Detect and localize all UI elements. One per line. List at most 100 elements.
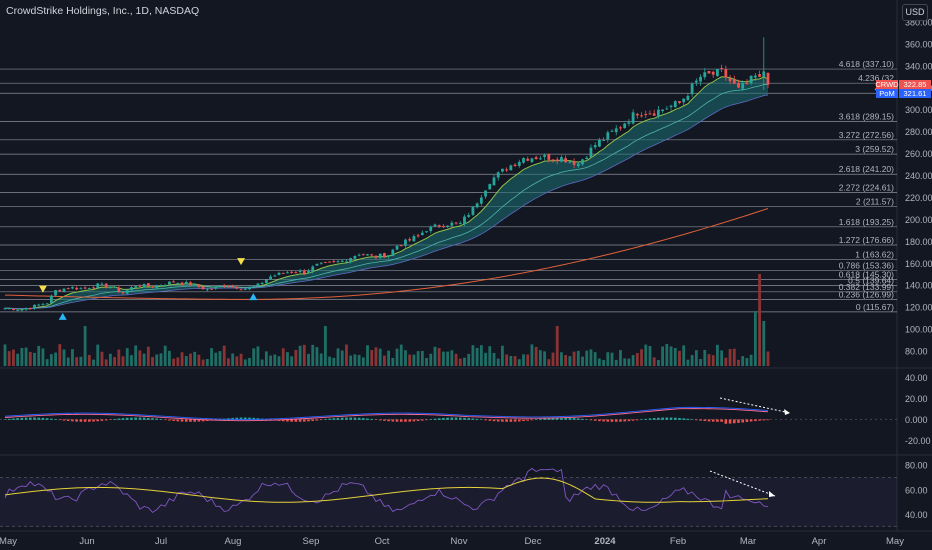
volume-bar [298,345,302,366]
volume-bar [108,353,112,366]
currency-button[interactable]: USD [902,4,928,21]
price-tick-label: 360.00 [905,39,932,49]
macd-signal-line [4,408,769,422]
volume-bar [176,357,180,366]
macd-histogram-bar [623,419,626,422]
volume-bar [235,356,239,366]
macd-histogram-bar [442,417,445,420]
volume-bar [290,356,294,366]
volume-bar [505,354,509,366]
volume-bar [488,346,492,366]
macd-histogram-bar [572,418,576,420]
candle-body [357,254,361,256]
candle-body [543,155,546,157]
candle-body [391,249,395,256]
candle-body [404,239,407,246]
volume-bar [71,349,74,366]
fib-level-label: 2 (211.57) [856,197,894,207]
candle-body [336,261,340,263]
candle-body [766,72,770,85]
macd-histogram-bar [606,419,610,422]
volume-bar [450,350,454,366]
volume-bar [201,359,205,366]
time-tick-label: Nov [451,536,468,547]
macd-histogram-bar [269,419,272,420]
candle-body [361,254,365,256]
volume-bar [357,354,361,366]
candle-body [593,145,597,148]
candle-body [176,283,180,285]
volume-bar [214,352,218,366]
volume-bar [517,359,521,366]
macd-histogram-bar [197,419,201,422]
candle-body [644,114,648,116]
candle-body [458,222,462,224]
macd-histogram-bar [732,419,736,424]
volume-bar [648,346,652,366]
candle-body [281,272,285,274]
macd-histogram-bar [501,419,504,422]
volume-bar [193,351,197,366]
volume-bar [163,345,167,366]
macd-histogram-bar [50,418,53,420]
volume-bar [155,354,159,366]
candle-body [378,253,382,259]
volume-bar [673,347,677,366]
macd-histogram-bar [711,419,715,422]
macd-histogram-bar [311,419,315,421]
macd-histogram-bar [480,419,483,420]
volume-bar [631,355,635,366]
macd-histogram-bar [669,417,673,420]
price-tick-label: 300.00 [905,105,932,115]
candle-body [479,197,483,204]
volume-bar [678,350,681,366]
macd-histogram-bar [75,419,78,422]
volume-bar [66,357,70,366]
macd-histogram-bar [610,419,614,422]
volume-bar [762,321,766,366]
macd-histogram-bar [627,419,631,422]
volume-bar [749,354,753,366]
macd-histogram-bar [16,418,19,420]
candle-body [589,147,593,158]
sell-signal-marker [38,285,47,293]
volume-bar [437,348,441,366]
macd-histogram-bar [631,419,635,421]
macd-histogram-bar [749,419,753,422]
macd-histogram-bar [682,418,685,420]
volume-bar [168,350,171,366]
macd-histogram-bar [555,417,559,420]
volume-bar [627,358,631,366]
volume-bar [307,353,310,366]
volume-bar [711,355,715,366]
macd-histogram-bar [336,417,340,420]
macd-histogram-bar [547,417,551,420]
volume-bar [366,345,369,366]
macd-histogram-bar [648,418,652,420]
candle-body [231,286,235,288]
time-tick-label: 2024 [594,536,616,547]
candle-body [75,287,79,290]
candle-body [475,203,479,208]
macd-histogram-bar [602,419,605,422]
fib-level-label: 3 (259.52) [855,144,894,154]
candle-body [328,261,331,263]
macd-histogram-bar [138,417,142,420]
candle-body [703,72,707,78]
volume-bar [75,357,79,366]
macd-histogram-bar [404,419,407,422]
macd-histogram-bar [678,417,681,420]
volume-bar [614,359,618,366]
volume-bar [332,357,336,366]
volume-bar [593,352,597,366]
macd-line [4,406,769,420]
candle-body [538,158,542,160]
candle-body [678,101,681,103]
candle-body [513,164,517,167]
macd-histogram-bar [155,418,159,420]
volume-bar [83,326,87,366]
volume-bar [640,349,643,366]
volume-bar [121,356,125,366]
candle-body [83,287,87,289]
